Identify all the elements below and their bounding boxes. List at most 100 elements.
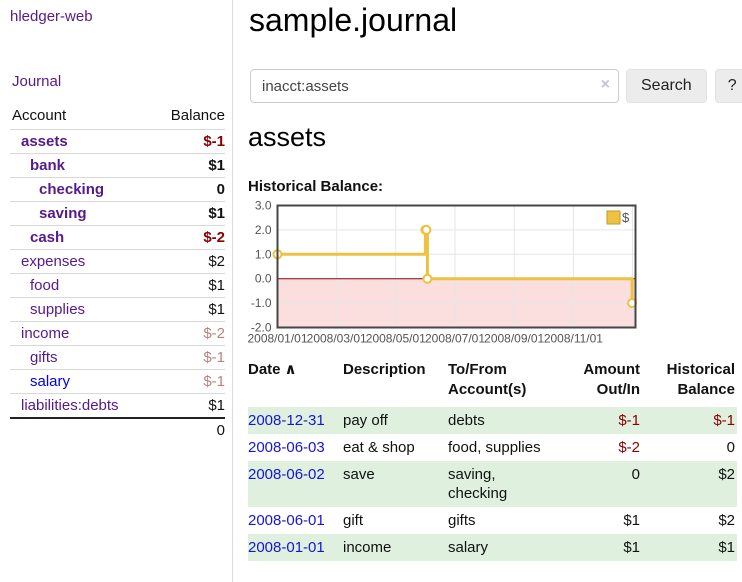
transaction-amount: $1 [623,512,640,529]
svg-text:2008/09/01: 2008/09/01 [484,332,544,346]
transaction-balance: $-1 [713,412,735,429]
transaction-amount: $-2 [618,439,640,456]
account-balance: $2 [151,249,225,274]
account-balance: $1 [151,297,225,322]
account-row: supplies $1 [10,297,225,322]
account-row: checking 0 [10,177,225,202]
transaction-row: 2008-06-01 gift gifts $1 $2 [248,507,737,534]
account-link-expenses[interactable]: expenses [21,253,86,270]
transactions-table: Date ∧ Description To/From Account(s) Amo… [248,358,737,561]
transaction-accounts: salary [448,539,489,556]
transaction-accounts: debts [448,412,485,429]
svg-text:-2.0: -2.0 [251,321,272,335]
account-balance: $1 [151,153,225,178]
account-link-bank[interactable]: bank [30,157,66,174]
search-form: × Search ? [250,69,742,103]
account-balance: $1 [151,273,225,298]
account-section-title: assets [248,122,327,152]
account-row: salary $-1 [10,369,225,394]
account-link-saving[interactable]: saving [39,205,87,222]
accounts-header-balance: Balance [170,107,225,124]
transaction-description: gift [343,512,364,529]
accounts-table: Account Balance assets $-1 bank $1 check… [10,103,225,442]
clear-search-icon[interactable]: × [600,76,610,93]
account-balance: $-2 [151,225,225,250]
transaction-balance: $2 [718,466,735,483]
sort-asc-icon: ∧ [284,361,297,378]
app-title-link[interactable]: hledger-web [10,8,93,25]
account-balance: $1 [151,393,225,418]
transaction-balance: 0 [726,439,735,456]
transaction-balance: $2 [718,512,735,529]
accounts-total-row: 0 [10,417,225,442]
svg-text:2008/01/01: 2008/01/01 [247,332,307,346]
transaction-date-link[interactable]: 2008-06-03 [248,439,325,456]
svg-text:-1.0: -1.0 [251,296,272,310]
header-date[interactable]: Date ∧ [248,361,297,378]
transaction-accounts: gifts [448,512,476,529]
accounts-total-balance: 0 [151,417,225,442]
account-balance: 0 [151,177,225,202]
svg-text:2008/11/01: 2008/11/01 [544,332,603,346]
transaction-row: 2008-06-03 eat & shop food, supplies $-2… [248,434,737,461]
transaction-amount: 0 [631,466,640,483]
svg-text:2008/03/01: 2008/03/01 [307,332,367,346]
account-link-income[interactable]: income [21,325,70,342]
account-balance: $-1 [151,129,225,154]
transaction-date-link[interactable]: 2008-01-01 [248,539,325,556]
header-description: Description [343,361,426,378]
account-link-liabilities-debts[interactable]: liabilities:debts [21,397,119,414]
transaction-amount: $-1 [618,412,640,429]
account-row: saving $1 [10,201,225,226]
account-balance: $1 [151,201,225,226]
svg-text:3.0: 3.0 [255,199,272,213]
account-row: gifts $-1 [10,345,225,370]
page-title: sample.journal [249,2,458,38]
transaction-description: pay off [343,412,388,429]
account-link-food[interactable]: food [30,277,60,294]
help-button[interactable]: ? [714,69,742,103]
account-balance: $-1 [151,369,225,394]
account-link-cash[interactable]: cash [30,229,65,246]
header-balance: Historical Balance [666,361,735,398]
svg-text:1.0: 1.0 [255,247,272,261]
sidebar: hledger-web Journal Account Balance asse… [0,0,233,582]
account-row: bank $1 [10,153,225,178]
account-row: liabilities:debts $1 [10,393,225,418]
account-link-assets[interactable]: assets [21,133,68,150]
search-button[interactable]: Search [626,69,707,103]
account-link-gifts[interactable]: gifts [30,349,58,366]
account-row: expenses $2 [10,249,225,274]
account-link-checking[interactable]: checking [39,181,105,198]
account-balance: $-1 [151,345,225,370]
account-row: cash $-2 [10,225,225,250]
transaction-row: 2008-06-02 save saving, checking 0 $2 [248,461,737,507]
account-link-supplies[interactable]: supplies [30,301,86,318]
account-balance: $-2 [151,321,225,346]
svg-text:2008/05/01: 2008/05/01 [366,332,426,346]
transaction-accounts: saving, checking [448,466,508,502]
balance-chart: 3.0 2.0 1.0 0.0 -1.0 -2.0 2008/01/01 2008/03/01… [245,199,742,347]
transaction-date-link[interactable]: 2008-12-31 [248,412,325,429]
transaction-accounts: food, supplies [448,439,541,456]
transaction-date-link[interactable]: 2008-06-01 [248,512,325,529]
svg-text:0.0: 0.0 [255,272,272,286]
transaction-row: 2008-12-31 pay off debts $-1 $-1 [248,407,737,434]
svg-text:2008/07/01: 2008/07/01 [425,332,485,346]
transaction-description: save [343,466,375,483]
transaction-date-link[interactable]: 2008-06-02 [248,466,325,483]
sidebar-item-journal[interactable]: Journal [12,73,62,90]
search-input[interactable] [250,69,619,103]
transaction-balance: $1 [718,539,735,556]
svg-text:$: $ [622,210,630,225]
accounts-header-account: Account [12,107,67,124]
header-accounts: To/From Account(s) [448,361,527,398]
transaction-row: 2008-01-01 income salary $1 $1 [248,534,737,561]
account-row: income $-2 [10,321,225,346]
chart-label: Historical Balance: [248,178,384,195]
header-amount: Amount Out/In [583,361,640,398]
svg-text:2.0: 2.0 [255,223,272,237]
account-row: assets $-1 [10,129,225,154]
account-link-salary[interactable]: salary [30,373,71,390]
